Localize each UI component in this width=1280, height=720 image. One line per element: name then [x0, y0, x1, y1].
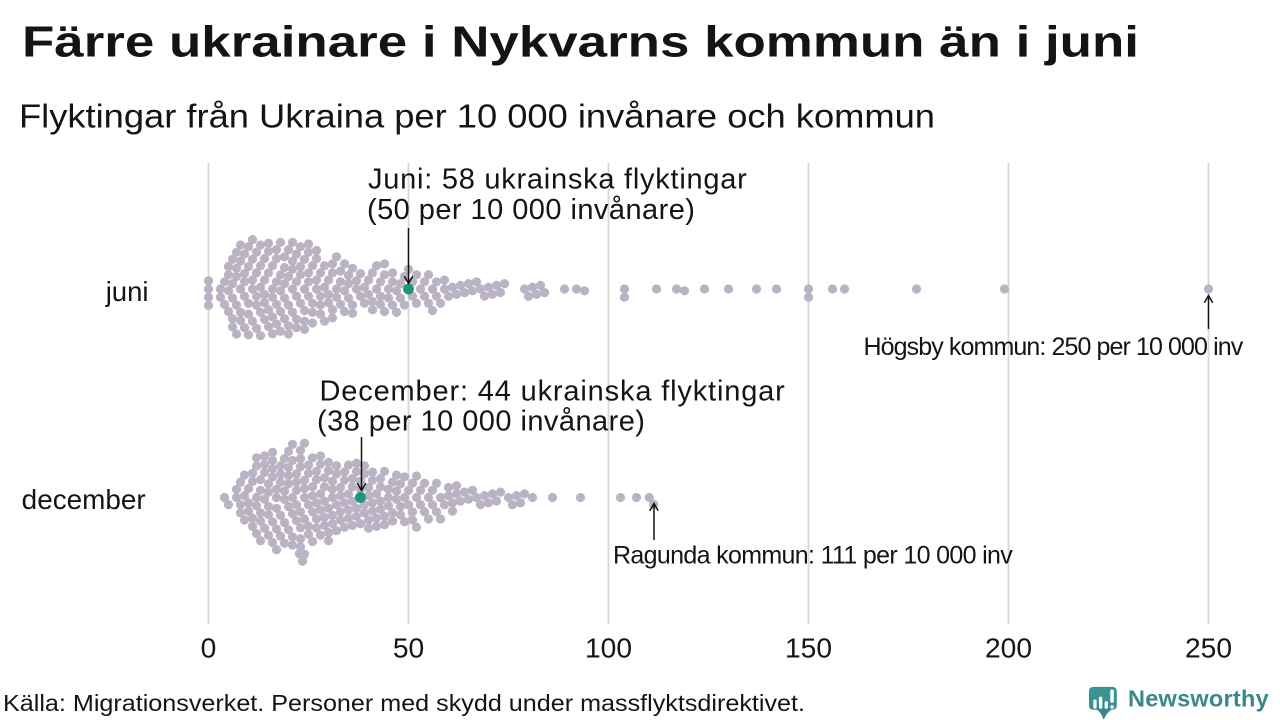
svg-text:Högsby kommun: 250 per 10 000: Högsby kommun: 250 per 10 000 inv	[864, 333, 1244, 361]
svg-text:200: 200	[985, 632, 1032, 664]
svg-text:150: 150	[785, 632, 832, 664]
svg-text:December: 44 ukrainska flyktin: December: 44 ukrainska flyktingar	[320, 376, 786, 408]
svg-text:Juni: 58 ukrainska flyktingar: Juni: 58 ukrainska flyktingar	[368, 163, 748, 195]
svg-text:Färre ukrainare i Nykvarns kom: Färre ukrainare i Nykvarns kommun än i j…	[22, 19, 1139, 67]
svg-text:Ragunda kommun: 111 per 10 000: Ragunda kommun: 111 per 10 000 inv	[613, 542, 1013, 570]
svg-text:(38 per 10 000 invånare): (38 per 10 000 invånare)	[317, 406, 645, 438]
svg-text:december: december	[22, 484, 146, 515]
svg-text:Källa: Migrationsverket. Perso: Källa: Migrationsverket. Personer med sk…	[3, 690, 805, 716]
svg-text:Flyktingar från Ukraina per 10: Flyktingar från Ukraina per 10 000 invån…	[19, 98, 935, 135]
svg-text:250: 250	[1185, 632, 1232, 664]
svg-text:Newsworthy: Newsworthy	[1128, 686, 1269, 712]
svg-text:juni: juni	[105, 276, 149, 307]
svg-text:100: 100	[585, 632, 632, 664]
svg-text:50: 50	[393, 632, 424, 664]
svg-text:0: 0	[201, 632, 217, 664]
svg-text:(50 per 10 000 invånare): (50 per 10 000 invånare)	[367, 194, 695, 226]
